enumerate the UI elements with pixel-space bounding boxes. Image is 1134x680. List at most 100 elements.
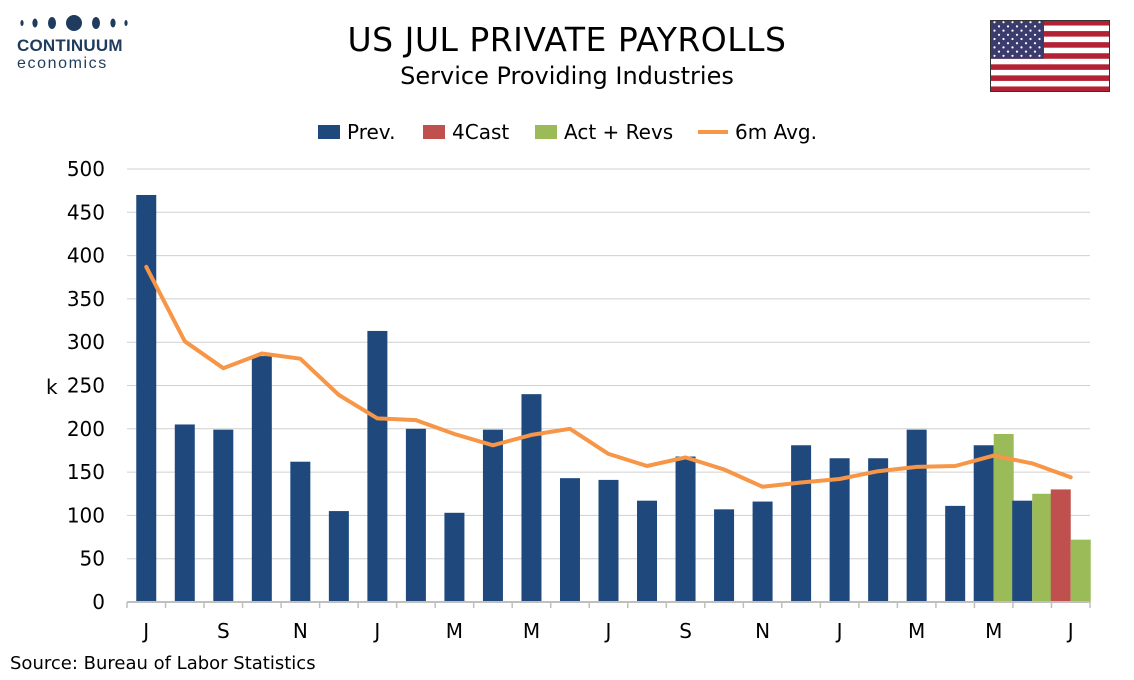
flag-star — [1011, 29, 1014, 32]
flag-star — [1011, 21, 1014, 24]
x-tick-label: J — [1066, 619, 1074, 643]
flag-star — [997, 42, 1001, 45]
bar-forecast — [1050, 489, 1071, 602]
flag-star — [1006, 42, 1010, 45]
flag-star — [1015, 42, 1019, 45]
flag-star — [1015, 50, 1019, 53]
y-tick-label: 350 — [67, 287, 105, 311]
flag-star — [1038, 29, 1041, 32]
flag-star — [1029, 54, 1032, 57]
logo-name-line2: economics — [17, 55, 108, 72]
y-tick-label: 0 — [92, 590, 105, 614]
legend-item-avg: 6m Avg. — [698, 118, 817, 146]
flag-star — [1020, 46, 1023, 49]
y-tick-label: 250 — [67, 374, 105, 398]
flag-star — [1033, 25, 1037, 28]
x-tick-label: N — [293, 619, 308, 643]
bar-prev — [213, 429, 234, 602]
axes: 0 50 100 150 200 250 300 350 400 450 500 J S N J M M J S N J… — [67, 157, 1091, 643]
flag-star — [1002, 29, 1005, 32]
flag-star — [1002, 21, 1005, 24]
avg-line — [144, 264, 1073, 489]
bar-prev — [521, 394, 542, 602]
flag-star — [997, 50, 1001, 53]
legend-swatch-prev — [318, 125, 340, 139]
bar-prev — [328, 511, 349, 602]
flag-star — [997, 33, 1001, 36]
chart-legend: Prev. 4Cast Act + Revs 6m Avg. — [0, 118, 1134, 146]
flag-star — [1024, 25, 1028, 28]
x-tick-label: M — [985, 619, 1002, 643]
x-tick-label: S — [679, 619, 692, 643]
x-tick-label: J — [835, 619, 843, 643]
flag-star — [1006, 25, 1010, 28]
bar-prev — [251, 356, 272, 602]
x-tick-label: J — [604, 619, 612, 643]
bar-prev — [868, 458, 889, 602]
legend-swatch-actual — [535, 125, 557, 139]
source-note: Source: Bureau of Labor Statistics — [10, 653, 316, 674]
x-tick-label: M — [523, 619, 540, 643]
legend-swatch-forecast — [423, 125, 445, 139]
avg-line-layer — [144, 264, 1073, 489]
flag-star — [1011, 46, 1014, 49]
bar-prev — [752, 501, 773, 602]
flag-star — [1033, 33, 1037, 36]
y-tick-label: 150 — [67, 460, 105, 484]
bar-prev — [136, 194, 157, 603]
bar-prev — [367, 330, 388, 602]
legend-label-avg: 6m Avg. — [735, 120, 817, 144]
x-tick-label: N — [755, 619, 770, 643]
flag-star — [1015, 25, 1019, 28]
flag-star — [1033, 42, 1037, 45]
x-tick-label: M — [446, 619, 463, 643]
y-tick-label: 50 — [80, 547, 105, 571]
continuum-economics-logo: CONTINUUM economics — [14, 14, 134, 74]
flag-star — [1029, 46, 1032, 49]
x-tick-label: J — [372, 619, 380, 643]
bar-prev — [1012, 500, 1033, 602]
flag-star — [993, 29, 996, 32]
x-tick-label: J — [141, 619, 149, 643]
flag-star — [1038, 54, 1041, 57]
flag-star — [993, 21, 996, 24]
logo-dots-icon — [20, 15, 128, 31]
flag-star — [1002, 54, 1005, 57]
y-tick-label: 100 — [67, 503, 105, 527]
y-tick-label: 200 — [67, 417, 105, 441]
flag-star — [997, 25, 1001, 28]
flag-star — [1038, 46, 1041, 49]
legend-swatch-avg — [698, 130, 728, 134]
chart-title: US JUL PRIVATE PAYROLLS — [347, 20, 787, 59]
y-tick-label: 400 — [67, 244, 105, 268]
flag-star — [1020, 37, 1023, 41]
flag-star — [1029, 37, 1032, 41]
flag-star — [1029, 29, 1032, 32]
y-tick-label: 500 — [67, 157, 105, 181]
bar-prev — [675, 456, 696, 602]
bar-prev — [174, 424, 195, 602]
y-tick-label: 300 — [67, 330, 105, 354]
flag-star — [1006, 50, 1010, 53]
legend-item-prev: Prev. — [318, 118, 395, 146]
bar-prev — [559, 478, 580, 602]
logo-name-line1: CONTINUUM — [17, 36, 123, 55]
flag-star — [1020, 21, 1023, 24]
flag-star — [993, 46, 996, 49]
legend-label-actual: Act + Revs — [564, 120, 674, 144]
y-tick-label: 450 — [67, 200, 105, 224]
flag-star — [1020, 54, 1023, 57]
bar-prev — [444, 512, 465, 602]
flag-star — [1024, 50, 1028, 53]
chart-subtitle: Service Providing Industries — [400, 62, 734, 90]
x-tick-label: M — [908, 619, 925, 643]
flag-star — [1024, 33, 1028, 36]
bar-actual — [993, 433, 1014, 602]
flag-star — [1038, 37, 1041, 41]
bar-actual — [1070, 539, 1091, 602]
flag-star — [993, 54, 996, 57]
flag-star — [1006, 33, 1010, 36]
flag-star — [1029, 21, 1032, 24]
bars — [136, 194, 1091, 603]
